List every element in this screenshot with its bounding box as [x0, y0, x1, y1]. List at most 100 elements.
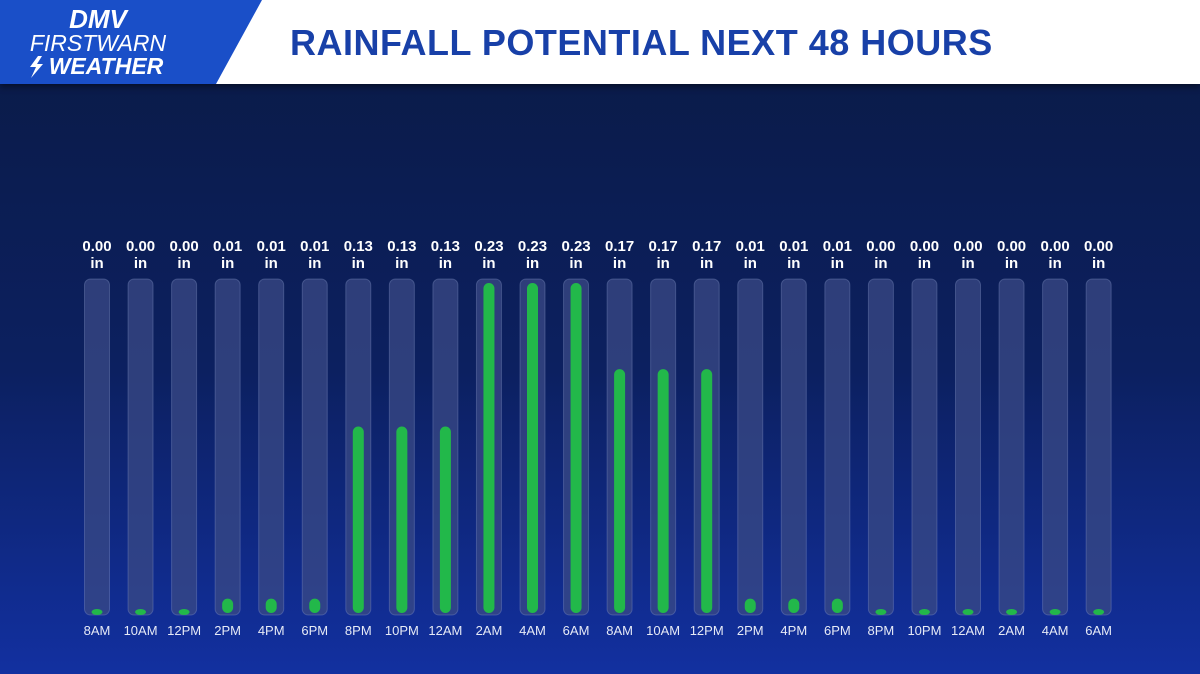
rainfall-bar: [135, 609, 147, 615]
logo-banner: [0, 0, 262, 84]
rainfall-bar: [527, 283, 538, 613]
unit-label: in: [308, 255, 321, 272]
lightning-bolt-icon: [30, 56, 43, 78]
x-tick-label: 10PM: [385, 623, 419, 638]
value-label: 0.01: [779, 238, 808, 255]
unit-label: in: [1005, 255, 1018, 272]
logo-line-2: FIRSTWARN: [30, 30, 167, 56]
bar-track: [214, 278, 241, 616]
x-tick-label: 10AM: [124, 623, 158, 638]
value-label: 0.17: [649, 238, 678, 255]
rainfall-bar: [744, 598, 756, 613]
bar-track: [301, 278, 328, 616]
rainfall-bar: [875, 609, 887, 615]
rainfall-bars: [91, 283, 1105, 615]
value-label: 0.17: [692, 238, 721, 255]
value-label: 0.00: [997, 238, 1026, 255]
rainfall-bar: [614, 369, 626, 613]
rainfall-bar: [962, 609, 974, 615]
rainfall-bar: [1006, 609, 1018, 615]
rainfall-bar: [570, 283, 582, 613]
value-label: 0.00: [910, 238, 939, 255]
x-tick-label: 2AM: [476, 623, 503, 638]
x-tick-label: 8AM: [606, 623, 633, 638]
bar-track: [1085, 278, 1112, 616]
unit-label: in: [90, 255, 103, 272]
rainfall-bar: [657, 369, 669, 613]
x-tick-label: 10AM: [646, 623, 680, 638]
unit-label: in: [134, 255, 147, 272]
bar-track: [955, 278, 981, 616]
value-label: 0.00: [82, 238, 111, 255]
unit-label: in: [787, 255, 800, 272]
bar-track: [780, 278, 807, 616]
value-label: 0.23: [561, 238, 590, 255]
unit-label: in: [831, 255, 844, 272]
unit-label: in: [439, 255, 452, 272]
bar-track: [998, 278, 1025, 616]
value-label: 0.00: [953, 238, 982, 255]
unit-label: in: [352, 255, 365, 272]
x-tick-label: 4AM: [519, 623, 546, 638]
unit-label: in: [700, 255, 713, 272]
x-tick-label: 8PM: [345, 623, 372, 638]
x-tick-label: 4AM: [1042, 623, 1069, 638]
bar-track: [911, 278, 938, 616]
unit-label: in: [1092, 255, 1105, 272]
x-tick-label: 6PM: [301, 623, 328, 638]
x-tick-label: 8PM: [868, 623, 895, 638]
unit-label: in: [569, 255, 582, 272]
bar-track: [171, 278, 198, 616]
x-tick-label: 4PM: [780, 623, 807, 638]
header-bar: DMV FIRSTWARN WEATHER RAINFALL POTENTIAL…: [0, 0, 1200, 84]
x-tick-label: 6AM: [563, 623, 590, 638]
value-label: 0.00: [866, 238, 895, 255]
logo-line-3: WEATHER: [49, 53, 164, 79]
bar-track: [127, 278, 154, 616]
bar-track: [737, 278, 764, 616]
unit-label: in: [177, 255, 190, 272]
unit-label: in: [656, 255, 669, 272]
bar-track: [84, 278, 110, 616]
x-tick-label: 2AM: [998, 623, 1025, 638]
rainfall-bar: [352, 426, 364, 613]
x-tick-label: 6AM: [1085, 623, 1112, 638]
value-label: 0.00: [1040, 238, 1069, 255]
rainfall-bar: [91, 609, 103, 615]
value-label: 0.00: [169, 238, 198, 255]
rainfall-bar: [483, 283, 495, 613]
unit-label: in: [526, 255, 539, 272]
x-tick-label: 8AM: [84, 623, 111, 638]
rainfall-bar: [396, 426, 408, 613]
page-title: RAINFALL POTENTIAL NEXT 48 HOURS: [290, 22, 993, 63]
value-labels: 0.00in0.00in0.00in0.01in0.01in0.01in0.13…: [82, 238, 1113, 272]
unit-label: in: [918, 255, 931, 272]
value-label: 0.00: [1084, 238, 1113, 255]
unit-label: in: [221, 255, 234, 272]
rainfall-bar: [1049, 609, 1061, 615]
value-label: 0.13: [387, 238, 416, 255]
value-label: 0.01: [257, 238, 286, 255]
rainfall-bar: [309, 598, 321, 613]
value-label: 0.01: [300, 238, 329, 255]
bar-track: [867, 278, 894, 616]
x-tick-label: 6PM: [824, 623, 851, 638]
unit-label: in: [874, 255, 887, 272]
bar-track: [824, 278, 851, 616]
bar-track: [1042, 278, 1069, 616]
rainfall-bar: [265, 598, 277, 613]
rainfall-bar: [918, 609, 930, 615]
rainfall-bar: [701, 369, 713, 613]
rainfall-bar: [788, 598, 800, 613]
unit-label: in: [613, 255, 626, 272]
value-label: 0.23: [474, 238, 503, 255]
x-tick-label: 10PM: [907, 623, 941, 638]
x-tick-label: 2PM: [737, 623, 764, 638]
x-tick-label: 12PM: [690, 623, 724, 638]
value-label: 0.01: [736, 238, 765, 255]
unit-label: in: [395, 255, 408, 272]
value-label: 0.01: [823, 238, 852, 255]
logo-line-1: DMV: [69, 4, 129, 34]
value-label: 0.17: [605, 238, 634, 255]
x-tick-label: 2PM: [214, 623, 241, 638]
